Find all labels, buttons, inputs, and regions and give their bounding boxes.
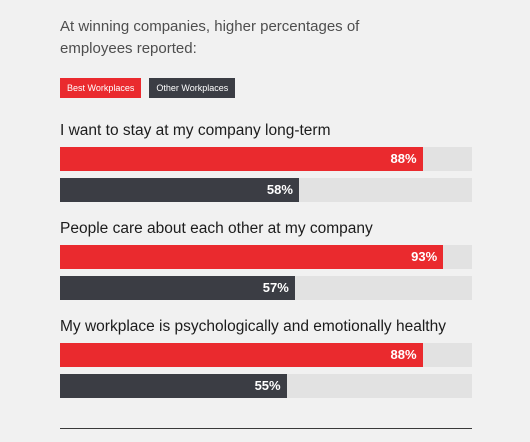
- question-label: People care about each other at my compa…: [60, 220, 373, 237]
- bar-other-workplaces: 57%: [60, 276, 295, 300]
- bar-value-label: 93%: [411, 249, 438, 264]
- footer-divider: [60, 428, 472, 429]
- question-label: I want to stay at my company long-term: [60, 122, 331, 139]
- bar-best-workplaces: 88%: [60, 343, 423, 367]
- bar-track: 93%: [60, 245, 472, 269]
- bar-value-label: 55%: [254, 378, 281, 393]
- bar-value-label: 88%: [390, 151, 417, 166]
- bar-value-label: 58%: [266, 182, 293, 197]
- bar-track: 58%: [60, 178, 472, 202]
- bar-best-workplaces: 88%: [60, 147, 423, 171]
- bar-best-workplaces: 93%: [60, 245, 444, 269]
- legend-other-workplaces: Other Workplaces: [149, 78, 236, 98]
- bar-value-label: 88%: [390, 347, 417, 362]
- bar-value-label: 57%: [262, 280, 289, 295]
- legend: Best Workplaces Other Workplaces: [60, 78, 236, 98]
- question-label: My workplace is psychologically and emot…: [60, 318, 446, 335]
- bar-other-workplaces: 55%: [60, 374, 287, 398]
- bar-other-workplaces: 58%: [60, 178, 299, 202]
- bar-track: 88%: [60, 343, 472, 367]
- legend-best-workplaces: Best Workplaces: [60, 78, 142, 98]
- bar-track: 55%: [60, 374, 472, 398]
- bar-track: 88%: [60, 147, 472, 171]
- intro-text: At winning companies, higher percentages…: [60, 18, 360, 57]
- bar-track: 57%: [60, 276, 472, 300]
